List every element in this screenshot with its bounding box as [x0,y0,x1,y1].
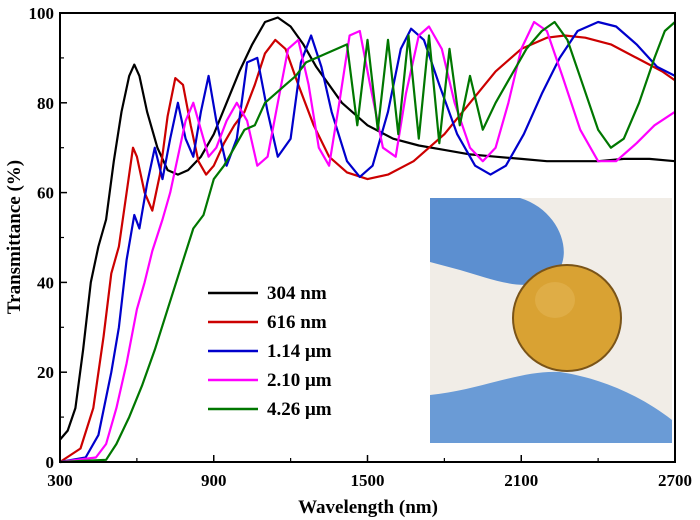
legend-label-4: 4.26 μm [267,399,332,420]
lower-glove-finger [430,371,672,443]
series-line-4 [59,20,676,464]
legend-label-0: 304 nm [267,283,327,304]
y-tick-label: 80 [37,94,54,113]
y-tick-label: 40 [37,273,54,292]
x-axis-title: Wavelength (nm) [298,497,438,518]
legend-label-1: 616 nm [267,312,327,333]
x-tick-label: 2100 [504,471,538,490]
y-axis-title: Transmittance (%) [4,160,25,314]
sample-disc [512,264,622,372]
legend: 304 nm 616 nm 1.14 μm 2.10 μm 4.26 μm [208,283,332,420]
sample-photo-inset [430,198,672,443]
series-line-3 [59,20,676,464]
series-layer [59,16,676,464]
legend-label-3: 2.10 μm [267,370,332,391]
y-tick-label: 20 [37,363,54,382]
y-tick-label: 100 [29,4,55,23]
y-tick-label: 0 [46,453,55,472]
x-tick-label: 300 [47,471,73,490]
series-line-0 [59,16,676,441]
x-tick-label: 1500 [351,471,385,490]
x-tick-label: 2700 [658,471,692,490]
y-tick-label: 60 [37,184,54,203]
series-line-2 [59,20,676,464]
axes-layer: 300 900 1500 2100 2700 0 20 40 60 80 100 [29,4,693,490]
disc-highlight [535,282,575,318]
upper-glove-finger [430,198,564,285]
series-line-1 [59,34,676,463]
x-tick-label: 900 [201,471,227,490]
legend-label-2: 1.14 μm [267,341,332,362]
